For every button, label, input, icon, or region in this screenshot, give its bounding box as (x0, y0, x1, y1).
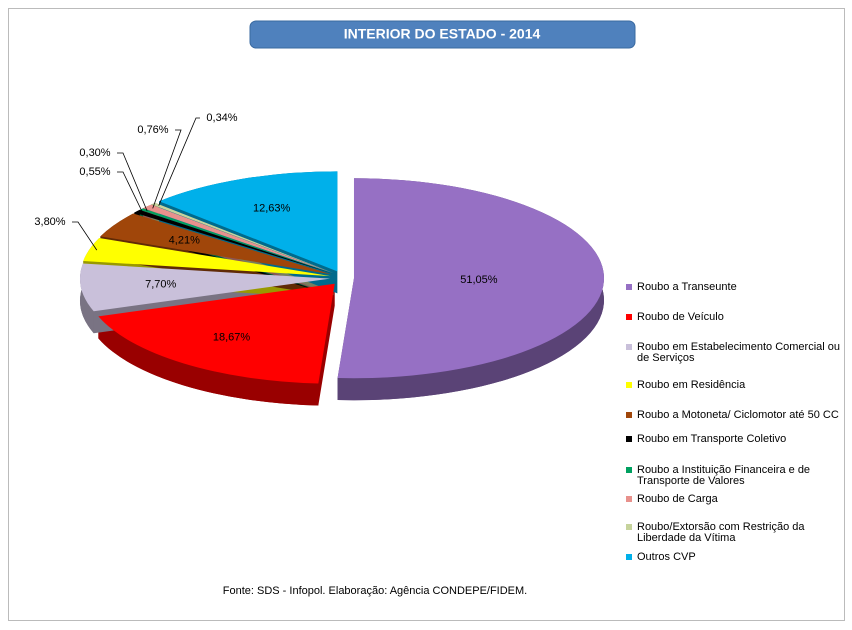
legend-label: Roubo em Transporte Coletivo (637, 433, 787, 445)
data-label: 4,21% (169, 234, 200, 246)
legend-item: Outros CVP (626, 552, 696, 563)
legend-item: Roubo a Instituição Financeira e de Tran… (626, 465, 846, 487)
legend-swatch (626, 284, 632, 290)
legend-swatch (626, 467, 632, 473)
legend-item: Roubo de Carga (626, 494, 718, 505)
slice-tops (80, 171, 604, 384)
leader-line (72, 221, 98, 251)
slice (139, 208, 333, 274)
legend-swatch (626, 496, 632, 502)
legend-item: Roubo a Transeunte (626, 282, 737, 293)
legend-swatch (626, 382, 632, 388)
legend-label: Roubo a Motoneta/ Ciclomotor até 50 CC (637, 409, 839, 421)
legend-item: Roubo em Transporte Coletivo (626, 434, 786, 445)
legend-label: Roubo a Transeunte (637, 281, 737, 293)
chart-title: INTERIOR DO ESTADO - 2014 (344, 26, 541, 42)
data-label: 0,30% (79, 147, 110, 159)
slice-side (80, 263, 94, 334)
legend-item: Roubo de Veículo (626, 312, 724, 323)
legend-swatch (626, 412, 632, 418)
data-label: 7,70% (145, 279, 176, 291)
slice (143, 204, 334, 274)
leader-line (152, 129, 182, 209)
slice (159, 171, 338, 272)
leader-line (158, 117, 200, 206)
slice-side (98, 316, 319, 406)
legend-swatch (626, 524, 632, 530)
leader-line (117, 152, 148, 212)
title-box (249, 20, 636, 49)
legend-label: Roubo em Residência (637, 379, 746, 391)
legend-label: Roubo de Veículo (637, 311, 724, 323)
frame (8, 8, 845, 621)
slice (100, 213, 332, 275)
legend-swatch (626, 344, 632, 350)
legend-swatch (626, 314, 632, 320)
legend-label: Roubo/Extorsão com Restrição da Liberdad… (637, 521, 805, 544)
legend-item: Roubo a Motoneta/ Ciclomotor até 50 CC (626, 410, 839, 421)
legend-label: Roubo a Instituição Financeira e de Tran… (637, 464, 811, 487)
slice (337, 178, 604, 379)
legend-item: Roubo em Residência (626, 380, 745, 391)
leader-line (117, 171, 144, 214)
legend-label: Outros CVP (637, 551, 696, 563)
legend-item: Roubo em Estabelecimento Comercial ou de… (626, 342, 846, 364)
legend-swatch (626, 554, 632, 560)
legend-label: Roubo em Estabelecimento Comercial ou de… (637, 341, 840, 364)
data-label: 18,67% (213, 332, 251, 344)
legend-label: Roubo de Carga (637, 493, 718, 505)
data-label: 3,80% (34, 216, 65, 228)
data-label: 51,05% (460, 274, 498, 286)
data-label: 12,63% (253, 203, 291, 215)
slice (98, 283, 335, 384)
legend-swatch (626, 436, 632, 442)
data-label: 0,55% (79, 166, 110, 178)
slice (83, 238, 331, 277)
slice (151, 202, 334, 274)
data-label: 0,76% (137, 124, 168, 136)
source-note: Fonte: SDS - Infopol. Elaboração: Agênci… (223, 585, 527, 597)
slice (80, 263, 331, 312)
slice (134, 209, 333, 274)
legend-item: Roubo/Extorsão com Restrição da Liberdad… (626, 522, 846, 544)
data-label: 0,34% (206, 112, 237, 124)
